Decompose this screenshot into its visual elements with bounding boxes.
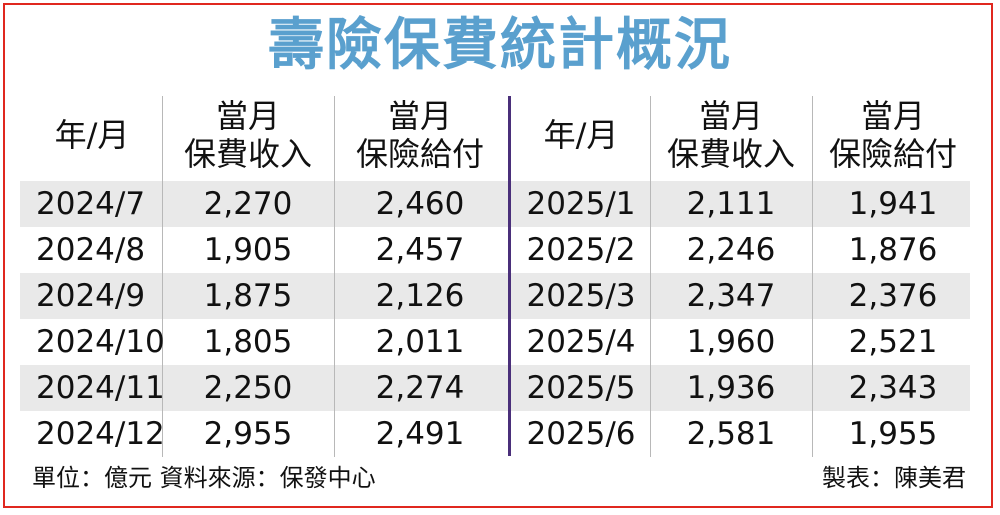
right-cell-period: 2025/6: [526, 416, 636, 452]
column-separator: [650, 96, 651, 457]
right-cell-income: 1,936: [686, 370, 776, 406]
header-label: 保險給付: [828, 135, 957, 173]
header-label: 當月: [698, 97, 763, 135]
right-cell-income: 2,111: [686, 186, 776, 222]
left-cell-payout: 2,491: [375, 416, 465, 452]
left-cell-period: 2024/12: [36, 416, 165, 452]
row-band: [20, 273, 970, 319]
right-cell-payout: 1,876: [848, 232, 938, 268]
left-header-payout: 當月 保險給付: [334, 92, 506, 178]
chart-title: 壽險保費統計概況: [268, 13, 732, 78]
header-label: 保費收入: [183, 135, 312, 173]
header-label: 年/月: [543, 116, 619, 154]
left-cell-income: 1,805: [203, 324, 293, 360]
right-cell-period: 2025/1: [526, 186, 636, 222]
right-cell-payout: 2,343: [848, 370, 938, 406]
center-divider: [508, 96, 511, 456]
header-label: 當月: [387, 97, 452, 135]
right-cell-payout: 1,955: [848, 416, 938, 452]
right-cell-income: 2,581: [686, 416, 776, 452]
row-band: [20, 365, 970, 411]
column-separator: [162, 96, 163, 457]
header-label: 保險給付: [355, 135, 484, 173]
row-band: [20, 181, 970, 227]
right-cell-payout: 2,521: [848, 324, 938, 360]
left-cell-period: 2024/11: [36, 370, 165, 406]
footer-source: 單位：億元 資料來源：保發中心: [32, 464, 376, 492]
column-separator: [812, 96, 813, 457]
right-cell-income: 1,960: [686, 324, 776, 360]
right-cell-income: 2,347: [686, 278, 776, 314]
left-cell-period: 2024/7: [36, 186, 146, 222]
column-separator: [334, 96, 335, 457]
right-cell-income: 2,246: [686, 232, 776, 268]
table-frame: [3, 3, 993, 508]
right-cell-payout: 1,941: [848, 186, 938, 222]
left-cell-income: 1,905: [203, 232, 293, 268]
left-cell-income: 2,250: [203, 370, 293, 406]
header-label: 年/月: [54, 116, 130, 154]
right-header-payout: 當月 保險給付: [812, 92, 974, 178]
left-cell-income: 2,955: [203, 416, 293, 452]
right-cell-payout: 2,376: [848, 278, 938, 314]
left-cell-payout: 2,011: [375, 324, 465, 360]
right-cell-period: 2025/5: [526, 370, 636, 406]
left-cell-period: 2024/9: [36, 278, 146, 314]
left-cell-payout: 2,126: [375, 278, 465, 314]
header-label: 保費收入: [666, 135, 795, 173]
header-label: 當月: [860, 97, 925, 135]
left-header-period: 年/月: [22, 92, 162, 178]
left-cell-payout: 2,457: [375, 232, 465, 268]
left-cell-payout: 2,274: [375, 370, 465, 406]
left-header-income: 當月 保費收入: [162, 92, 334, 178]
left-cell-period: 2024/10: [36, 324, 165, 360]
header-label: 當月: [215, 97, 280, 135]
right-cell-period: 2025/4: [526, 324, 636, 360]
right-header-income: 當月 保費收入: [650, 92, 812, 178]
left-cell-income: 1,875: [203, 278, 293, 314]
left-cell-income: 2,270: [203, 186, 293, 222]
left-cell-period: 2024/8: [36, 232, 146, 268]
footer-credit: 製表：陳美君: [822, 464, 966, 492]
left-cell-payout: 2,460: [375, 186, 465, 222]
right-cell-period: 2025/2: [526, 232, 636, 268]
right-header-period: 年/月: [512, 92, 650, 178]
right-cell-period: 2025/3: [526, 278, 636, 314]
